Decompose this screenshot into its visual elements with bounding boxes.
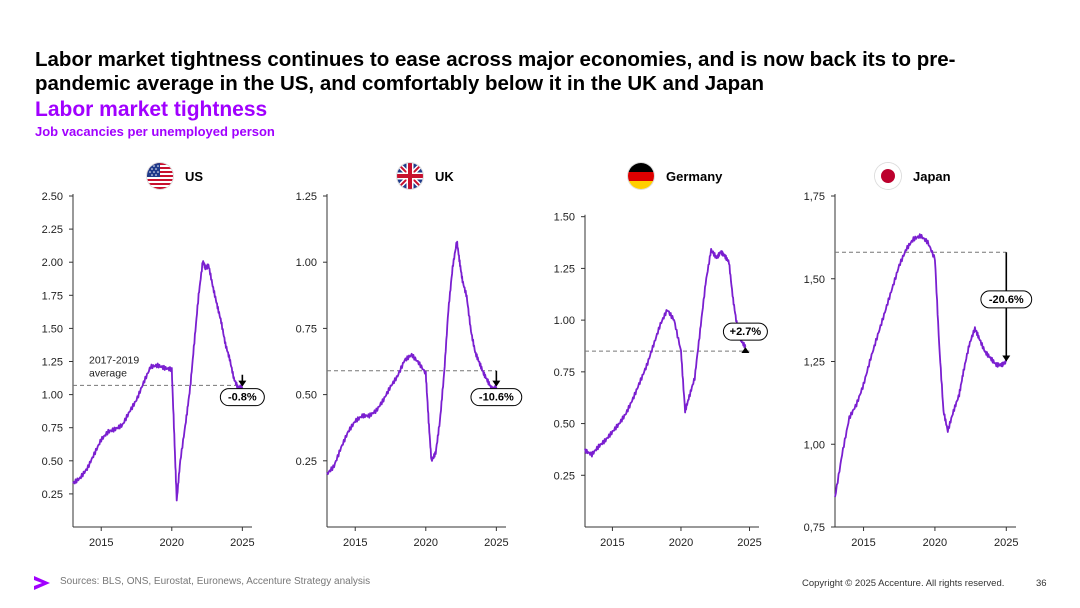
us-average-label: 2017-2019 — [89, 354, 139, 366]
us-change-arrow-head — [238, 380, 247, 387]
panel-title-uk: UK — [435, 168, 454, 184]
germany-y-tick-label: 0.25 — [554, 470, 575, 482]
us-y-tick-label: 2.25 — [42, 224, 63, 236]
uk-change-arrow-head — [492, 380, 501, 387]
uk-x-tick-label: 2025 — [484, 537, 508, 549]
japan-x-tick-label: 2020 — [923, 537, 947, 549]
panel-label-japan: Japan — [875, 162, 951, 190]
chart-subtitle: Job vacancies per unemployed person — [35, 124, 275, 139]
footer-copyright: Copyright © 2025 Accenture. All rights r… — [802, 578, 1005, 589]
uk-x-tick-label: 2020 — [414, 537, 438, 549]
japan-change-label: -20.6% — [989, 294, 1024, 306]
japan-flag-icon — [875, 163, 901, 189]
germany-x-tick-label: 2020 — [669, 537, 693, 549]
us-y-tick-label: 1.25 — [42, 357, 63, 369]
germany-y-tick-label: 0.50 — [554, 419, 575, 431]
japan-y-tick-label: 0,75 — [804, 522, 825, 534]
uk-series-line — [326, 240, 498, 476]
japan-y-tick-label: 1,00 — [804, 439, 825, 451]
panel-label-uk: UK — [397, 162, 454, 190]
germany-y-tick-label: 1.50 — [554, 212, 575, 224]
japan-x-tick-label: 2025 — [994, 537, 1018, 549]
us-average-label: average — [89, 367, 127, 379]
us-y-tick-label: 2.50 — [42, 191, 63, 203]
us-y-tick-label: 0.50 — [42, 456, 63, 468]
japan-y-tick-label: 1,25 — [804, 357, 825, 369]
us-y-tick-label: 1.50 — [42, 323, 63, 335]
japan-series-line — [834, 233, 1008, 498]
japan-change-arrow-head — [1002, 355, 1011, 362]
page-number: 36 — [1036, 578, 1047, 589]
us-change-pill — [219, 388, 265, 407]
uk-y-tick-label: 0.50 — [296, 390, 317, 402]
uk-y-tick-label: 0.25 — [296, 456, 317, 468]
germany-y-tick-label: 1.25 — [554, 263, 575, 275]
germany-change-pill — [722, 322, 768, 341]
japan-change-pill — [980, 290, 1033, 309]
panel-title-us: US — [185, 168, 204, 184]
uk-y-tick-label: 1.25 — [296, 191, 317, 203]
us-y-tick-label: 0.75 — [42, 423, 63, 435]
germany-change-label: +2.7% — [730, 326, 762, 338]
uk-change-pill — [470, 388, 523, 407]
japan-x-tick-label: 2015 — [851, 537, 875, 549]
panel-label-us: US — [147, 162, 203, 190]
germany-series-line — [584, 247, 747, 458]
germany-y-tick-label: 1.00 — [554, 315, 575, 327]
footer-sources: Sources: BLS, ONS, Eurostat, Euronews, A… — [60, 576, 371, 587]
us-series-line — [72, 260, 244, 502]
us-y-tick-label: 0.25 — [42, 489, 63, 501]
japan-y-tick-label: 1,75 — [804, 191, 825, 203]
germany-x-tick-label: 2025 — [737, 537, 761, 549]
germany-y-tick-label: 0.75 — [554, 367, 575, 379]
us-change-label: -0.8% — [228, 392, 257, 404]
us-y-tick-label: 1.00 — [42, 390, 63, 402]
us-y-tick-label: 1.75 — [42, 290, 63, 302]
uk-change-label: -10.6% — [479, 392, 514, 404]
us-flag-icon — [147, 163, 173, 189]
accenture-logo-icon — [34, 576, 50, 590]
charts-canvas: 0.25 0.50 0.75 1.00 1.25 1.50 1.75 2.00 2.25 2.50… — [42, 191, 1033, 549]
uk-y-tick-label: 1.00 — [296, 257, 317, 269]
germany-change-arrow-head — [741, 347, 750, 354]
us-x-tick-label: 2025 — [230, 537, 254, 549]
panel-label-germany: Germany — [628, 162, 722, 190]
us-x-tick-label: 2020 — [160, 537, 184, 549]
us-x-tick-label: 2015 — [89, 537, 113, 549]
uk-x-tick-label: 2015 — [343, 537, 367, 549]
japan-y-tick-label: 1,50 — [804, 274, 825, 286]
panel-title-japan: Japan — [913, 168, 951, 184]
slide-headline: Labor market tightness continues to ease… — [35, 48, 956, 95]
panel-title-germany: Germany — [666, 168, 723, 184]
us-y-tick-label: 2.00 — [42, 257, 63, 269]
germany-x-tick-label: 2015 — [600, 537, 624, 549]
uk-y-tick-label: 0.75 — [296, 323, 317, 335]
germany-flag-icon — [628, 163, 654, 189]
chart-title: Labor market tightness — [35, 98, 268, 121]
